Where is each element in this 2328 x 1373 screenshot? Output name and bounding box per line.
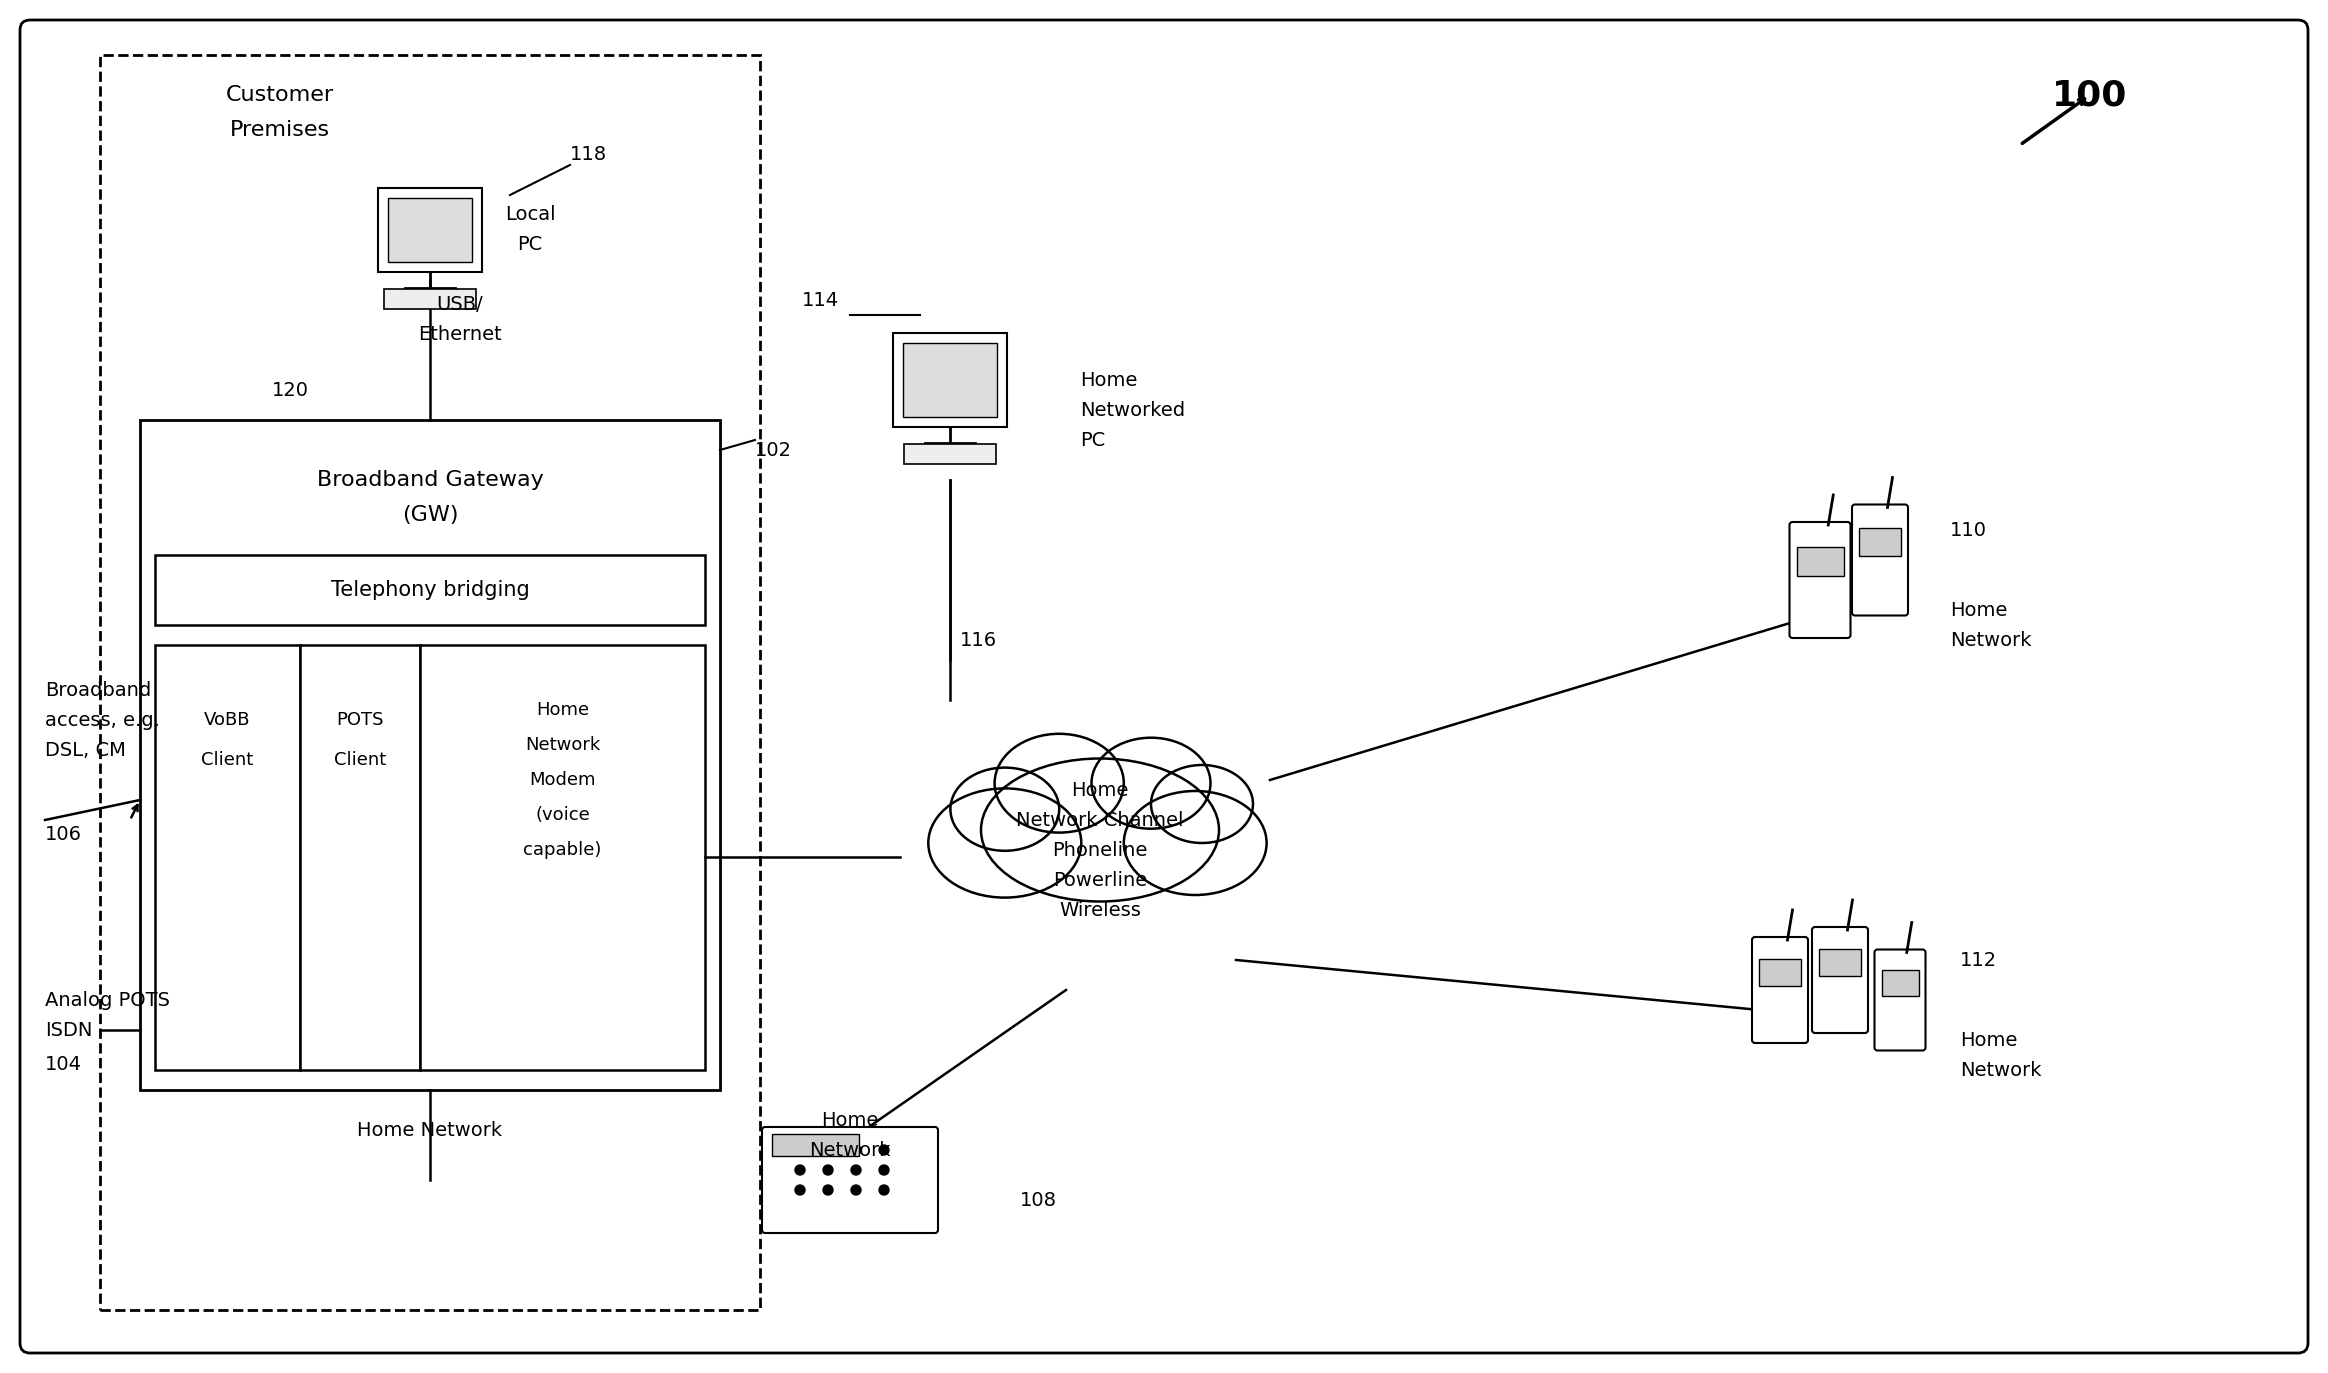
Ellipse shape <box>994 733 1124 832</box>
Text: Network: Network <box>1960 1060 2042 1079</box>
Text: 106: 106 <box>44 825 81 844</box>
Text: ISDN: ISDN <box>44 1020 93 1039</box>
FancyBboxPatch shape <box>1881 971 1918 995</box>
Text: 100: 100 <box>2053 78 2128 113</box>
Text: PC: PC <box>517 236 542 254</box>
Text: (GW): (GW) <box>403 505 459 524</box>
Text: Wireless: Wireless <box>1059 901 1141 920</box>
FancyBboxPatch shape <box>1753 936 1809 1043</box>
Ellipse shape <box>1092 737 1211 829</box>
Circle shape <box>880 1166 889 1175</box>
Text: 118: 118 <box>570 146 608 165</box>
Text: VoBB: VoBB <box>205 711 251 729</box>
Text: Networked: Networked <box>1080 401 1185 420</box>
Circle shape <box>824 1145 833 1155</box>
Text: 116: 116 <box>959 630 996 649</box>
Text: Premises: Premises <box>230 119 331 140</box>
Text: Home: Home <box>1951 600 2007 619</box>
Text: Analog POTS: Analog POTS <box>44 990 170 1009</box>
Text: Local: Local <box>505 206 556 225</box>
Text: Home: Home <box>822 1111 878 1130</box>
Circle shape <box>852 1166 861 1175</box>
Ellipse shape <box>950 768 1059 851</box>
Text: Network: Network <box>524 736 601 754</box>
Ellipse shape <box>929 788 1080 898</box>
Text: Customer: Customer <box>226 85 333 104</box>
Text: access, e.g.: access, e.g. <box>44 710 161 729</box>
Ellipse shape <box>1150 765 1252 843</box>
Text: Network: Network <box>1951 630 2032 649</box>
Text: Broadband Gateway: Broadband Gateway <box>317 470 542 490</box>
FancyBboxPatch shape <box>21 21 2307 1352</box>
Text: Modem: Modem <box>528 772 596 789</box>
FancyBboxPatch shape <box>1811 927 1867 1032</box>
Text: Powerline: Powerline <box>1052 870 1148 890</box>
Text: Client: Client <box>333 751 386 769</box>
Text: 112: 112 <box>1960 950 1997 969</box>
FancyBboxPatch shape <box>140 420 719 1090</box>
Circle shape <box>852 1145 861 1155</box>
Text: Network: Network <box>810 1141 892 1160</box>
FancyBboxPatch shape <box>156 645 300 1070</box>
Text: 114: 114 <box>801 291 838 309</box>
FancyBboxPatch shape <box>773 1134 859 1156</box>
Ellipse shape <box>980 758 1220 902</box>
FancyBboxPatch shape <box>1760 958 1802 986</box>
Text: Home: Home <box>1960 1031 2018 1049</box>
Circle shape <box>794 1166 805 1175</box>
FancyBboxPatch shape <box>903 443 996 464</box>
Circle shape <box>794 1145 805 1155</box>
FancyBboxPatch shape <box>761 1127 938 1233</box>
FancyBboxPatch shape <box>1797 546 1844 577</box>
Text: Home: Home <box>535 702 589 719</box>
Text: Network Channel: Network Channel <box>1017 810 1183 829</box>
FancyBboxPatch shape <box>1874 950 1925 1050</box>
Text: Client: Client <box>203 751 254 769</box>
Circle shape <box>852 1185 861 1195</box>
Circle shape <box>824 1185 833 1195</box>
FancyBboxPatch shape <box>419 645 705 1070</box>
Text: 120: 120 <box>272 380 310 400</box>
Text: 110: 110 <box>1951 520 1988 540</box>
Text: Home Network: Home Network <box>359 1120 503 1140</box>
Text: POTS: POTS <box>335 711 384 729</box>
FancyBboxPatch shape <box>100 55 759 1310</box>
FancyBboxPatch shape <box>1818 949 1860 976</box>
FancyBboxPatch shape <box>1853 504 1909 615</box>
Text: 104: 104 <box>44 1056 81 1075</box>
Circle shape <box>880 1145 889 1155</box>
Text: Home: Home <box>1080 371 1138 390</box>
FancyBboxPatch shape <box>894 334 1008 427</box>
Text: Phoneline: Phoneline <box>1052 840 1148 859</box>
Text: PC: PC <box>1080 431 1106 449</box>
FancyBboxPatch shape <box>903 343 996 417</box>
Text: USB/: USB/ <box>438 295 484 314</box>
FancyBboxPatch shape <box>1790 522 1851 638</box>
FancyBboxPatch shape <box>384 288 475 309</box>
Text: 108: 108 <box>1020 1190 1057 1210</box>
FancyBboxPatch shape <box>300 645 419 1070</box>
Text: Telephony bridging: Telephony bridging <box>331 579 528 600</box>
Text: DSL, CM: DSL, CM <box>44 740 126 759</box>
Text: 102: 102 <box>754 441 792 460</box>
FancyBboxPatch shape <box>1860 527 1902 556</box>
Text: Ethernet: Ethernet <box>419 325 503 345</box>
FancyBboxPatch shape <box>389 198 473 262</box>
Text: (voice: (voice <box>535 806 589 824</box>
Text: Home: Home <box>1071 780 1129 799</box>
FancyBboxPatch shape <box>377 188 482 272</box>
Text: capable): capable) <box>524 842 601 859</box>
Ellipse shape <box>1124 791 1266 895</box>
Circle shape <box>880 1185 889 1195</box>
FancyBboxPatch shape <box>156 555 705 625</box>
Circle shape <box>794 1185 805 1195</box>
Text: Broadband: Broadband <box>44 681 151 699</box>
Circle shape <box>824 1166 833 1175</box>
